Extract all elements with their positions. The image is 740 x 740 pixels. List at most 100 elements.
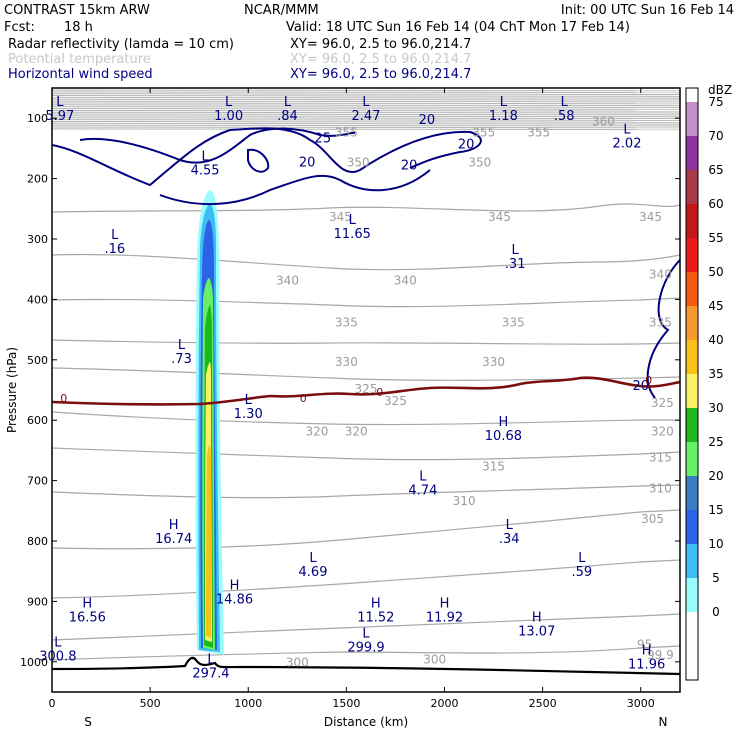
high-marker: H16.56 [69,596,106,625]
marker-letter: H [230,578,240,593]
marker-value: 2.47 [352,109,381,124]
y-tick-label: 700 [27,475,48,488]
marker-value: 1.18 [489,109,518,124]
strat-theta-line [52,124,680,127]
isentrope-302 [52,559,680,599]
marker-value: 11.92 [426,610,463,625]
colorbar-label: 75 [708,95,723,109]
strat-theta-line [52,98,680,101]
marker-letter: L [419,470,427,485]
field-wind-xy: XY= 96.0, 2.5 to 96.0,214.7 [290,67,471,82]
theta-contour-label: 345 [488,210,511,224]
isentrope-300 [52,613,680,641]
y-tick-label: 900 [27,595,48,608]
marker-letter: L [284,95,292,110]
field-theta-xy: XY= 96.0, 2.5 to 96.0,214.7 [290,52,471,67]
zero-isotherm-line [52,376,680,406]
field-reflectivity-xy: XY= 96.0, 2.5 to 96.0,214.7 [290,37,471,52]
wind-contour-label: 20 [458,137,475,152]
marker-letter: L [349,213,357,228]
theta-contour-label: 320 [305,424,328,438]
theta-contour-label: 330 [335,355,358,369]
reflectivity-columns [195,190,224,655]
marker-value: .59 [572,565,593,580]
colorbar-frame [685,87,699,681]
marker-value: 4.69 [299,565,328,580]
isentrope-340 [52,253,680,271]
marker-letter: H [642,644,652,659]
low-marker: L.84 [277,95,298,124]
marker-value: 5.97 [45,109,74,124]
x-tick-label: 1000 [234,697,262,710]
high-marker: H16.74 [155,518,192,547]
y-tick-label: 1000 [20,656,48,669]
marker-letter: L [225,95,233,110]
wind-contour-20-right [646,259,680,399]
isentrope-320 [52,411,680,426]
marker-letter: L [500,95,508,110]
wind-contour-25 [79,127,356,164]
colorbar-swatch [686,374,698,408]
theta-contour-label: 320 [345,424,368,438]
strat-theta-line [52,102,680,105]
init-time: Init: 00 UTC Sun 16 Feb 14 [561,3,734,18]
field-wind-name: Horizontal wind speed [8,67,153,82]
wind-speed-contours [52,127,680,399]
colorbar-label: 10 [708,537,723,551]
theta-contour-label: 335 [502,316,525,330]
marker-value: 4.55 [191,163,220,178]
theta-contour-label: 310 [453,494,476,508]
plot-area [52,89,680,676]
isentrope-299 [52,645,680,661]
colorbar-label: 70 [708,129,723,143]
forecast-hours: 18 h [64,20,93,35]
colorbar-swatch [686,272,698,306]
theta-contour-label: 330 [482,355,505,369]
marker-letter: L [512,243,520,258]
colorbar-label: 35 [708,367,723,381]
field-reflectivity-name: Radar reflectivity (lamda = 10 cm) [8,37,234,52]
theta-contour-label: 335 [649,316,672,330]
zero-isotherm-label: 0 [376,386,383,399]
marker-value: 1.30 [234,407,263,422]
strat-theta-line [52,104,680,107]
marker-value: 11.65 [334,227,371,242]
low-marker: L2.02 [613,122,642,151]
low-marker: L1.18 [489,95,518,124]
marker-letter: H [169,518,179,533]
strat-theta-line [52,108,680,110]
marker-letter: L [362,95,370,110]
theta-contour-label: 350 [468,156,491,170]
y-tick-label: 600 [27,414,48,427]
marker-letter: L [207,653,215,668]
plot-frame [51,87,681,693]
low-marker: L1.30 [234,393,263,422]
strat-theta-line [52,126,680,129]
low-marker: L2.47 [352,95,381,124]
x-axis-title: Distance (km) [324,715,408,729]
high-marker: H11.96 [628,644,665,673]
low-marker: L.16 [104,228,125,257]
theta-contour-label: 345 [329,210,352,224]
low-marker: L11.65 [334,213,371,242]
marker-value: .73 [171,352,192,367]
marker-letter: H [532,610,542,625]
theta-contour-label: 325 [651,396,674,410]
strat-theta-line [52,93,680,95]
low-marker: L4.74 [408,470,437,499]
colorbar-label: 30 [708,401,723,415]
marker-value: 299.9 [347,641,384,656]
theta-contour-label: 340 [394,273,417,287]
colorbar-swatch [686,510,698,544]
colorbar-label: 60 [708,197,723,211]
x-tick-label: 500 [140,697,161,710]
theta-contour-label: 300 [423,653,446,667]
marker-letter: L [178,338,186,353]
strat-theta-line [52,119,680,121]
high-marker: H10.68 [485,415,522,444]
reflectivity-band [206,445,211,638]
low-marker: L.73 [171,338,192,367]
marker-value: 16.74 [155,532,192,547]
model-title: CONTRAST 15km ARW [4,3,150,18]
theta-contour-label: 350 [347,156,370,170]
